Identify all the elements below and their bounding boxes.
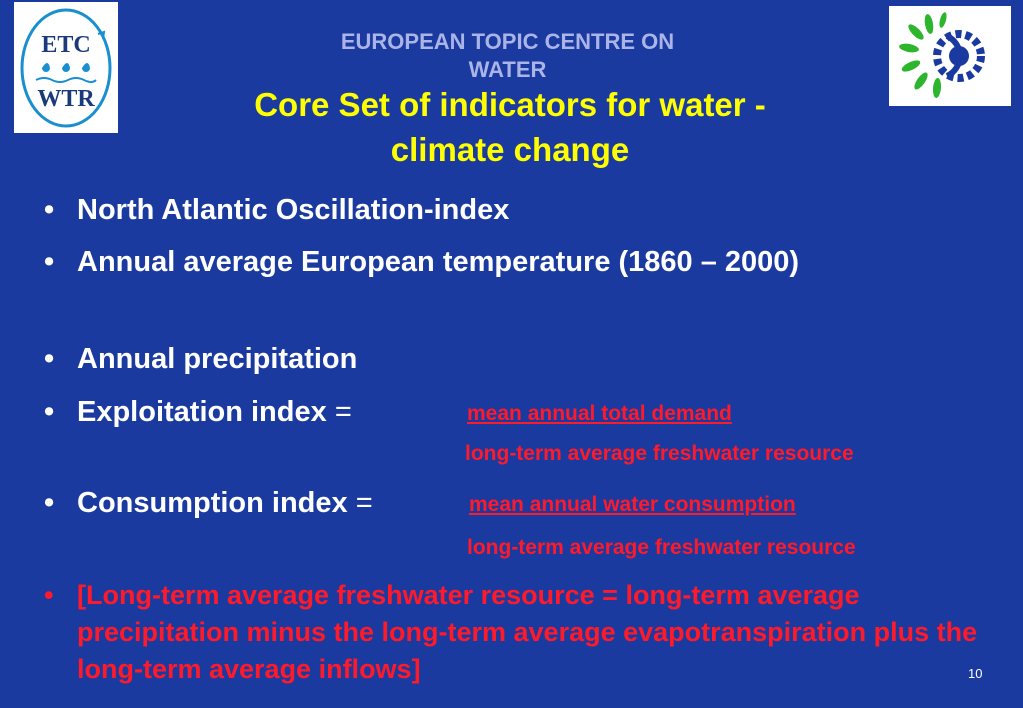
title-line-1: Core Set of indicators for water - xyxy=(254,86,766,123)
equals-sign: = xyxy=(355,487,373,519)
bullet-symbol: • xyxy=(44,343,55,375)
bullet-text: Annual precipitation xyxy=(77,343,358,375)
bullet-text: Annual average European temperature (186… xyxy=(77,246,800,278)
etc-wtr-logo: ETC WTR xyxy=(14,2,118,133)
org-line-1: EUROPEAN TOPIC CENTRE ON xyxy=(340,29,675,54)
bullet-symbol: • xyxy=(44,487,55,519)
equals-sign: = xyxy=(334,396,352,428)
eea-logo xyxy=(889,6,1011,106)
bullet-exploitation: • Exploitation index = xyxy=(44,392,464,432)
bullet-temperature: • Annual average European temperature (1… xyxy=(44,242,924,282)
bullet-text: [Long-term average freshwater resource =… xyxy=(77,580,978,684)
page-number: 10 xyxy=(968,666,983,681)
organization-name: EUROPEAN TOPIC CENTRE ON WATER xyxy=(300,28,715,84)
bullet-note: • [Long-term average freshwater resource… xyxy=(44,577,1004,688)
bullet-text: Consumption index xyxy=(77,487,348,519)
bullet-nao: • North Atlantic Oscillation-index xyxy=(44,190,944,230)
svg-text:WTR: WTR xyxy=(37,86,95,112)
bullet-symbol: • xyxy=(44,246,55,278)
bullet-text: North Atlantic Oscillation-index xyxy=(77,194,510,226)
bullet-symbol: • xyxy=(44,580,54,610)
etc-wtr-logo-icon: ETC WTR xyxy=(20,8,112,128)
bullet-symbol: • xyxy=(44,194,55,226)
title-line-2: climate change xyxy=(390,131,630,168)
svg-text:ETC: ETC xyxy=(41,32,90,58)
exploitation-numerator: mean annual total demand xyxy=(467,402,732,425)
org-line-2: WATER xyxy=(468,57,547,82)
bullet-text: Exploitation index xyxy=(77,396,327,428)
exploitation-denominator: long-term average freshwater resource xyxy=(465,442,854,465)
slide-title: Core Set of indicators for water - clima… xyxy=(130,82,890,172)
consumption-numerator: mean annual water consumption xyxy=(469,493,796,516)
bullet-precipitation: • Annual precipitation xyxy=(44,339,944,379)
bullet-consumption: • Consumption index = xyxy=(44,483,474,523)
consumption-denominator: long-term average freshwater resource xyxy=(467,536,856,559)
bullet-symbol: • xyxy=(44,396,55,428)
sun-gear-icon xyxy=(899,12,985,98)
